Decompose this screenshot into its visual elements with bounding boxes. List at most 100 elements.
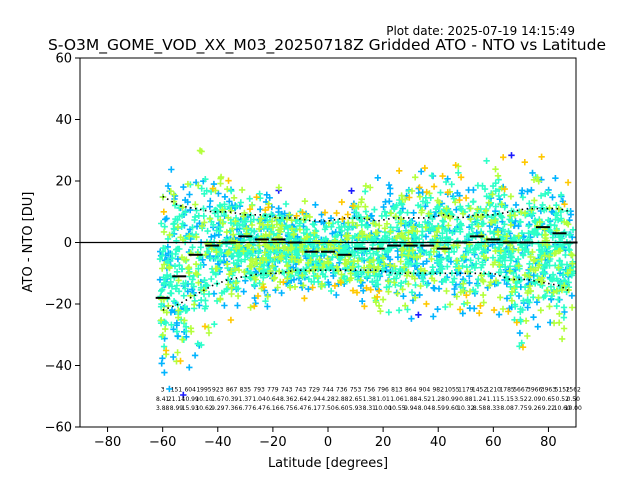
bin-count-label: 2.65 bbox=[349, 396, 363, 403]
bin-count-label: 8.08 bbox=[500, 405, 514, 412]
bin-count-label: 796 bbox=[377, 387, 389, 394]
bin-count-label: 3 bbox=[161, 387, 165, 394]
bin-count-label: 813 bbox=[391, 387, 403, 394]
bin-count-label: 8.59 bbox=[432, 405, 446, 412]
bin-count-label: 2.64 bbox=[294, 396, 308, 403]
bin-count-label: 7.75 bbox=[514, 405, 528, 412]
bin-count-label: 2.94 bbox=[308, 396, 322, 403]
bin-count-label: 9.22 bbox=[542, 405, 556, 412]
bin-count-label: 1.01 bbox=[376, 396, 390, 403]
bin-count-label: 923 bbox=[212, 387, 224, 394]
bin-count-label: 1785 bbox=[499, 387, 514, 394]
bin-count-label: 9.94 bbox=[404, 405, 418, 412]
bin-count-label: 0.99 bbox=[445, 396, 459, 403]
bin-count-label: 6.75 bbox=[280, 405, 294, 412]
bin-count-label: 0.88 bbox=[459, 396, 473, 403]
x-tick-label: 40 bbox=[430, 435, 447, 450]
bin-count-label: 9.26 bbox=[528, 405, 542, 412]
bin-count-label: 4.28 bbox=[321, 396, 335, 403]
y-axis-label: ATO - NTO [DU] bbox=[21, 192, 36, 293]
x-tick-label: −40 bbox=[204, 435, 231, 450]
bin-count-label: 1.37 bbox=[239, 396, 253, 403]
bin-count-label: 10.00 bbox=[375, 405, 392, 412]
bin-count-label: 1.88 bbox=[404, 396, 418, 403]
bin-count-label: 1.67 bbox=[211, 396, 225, 403]
bin-count-label: 10.10 bbox=[195, 396, 212, 403]
bin-count-label: 1562 bbox=[566, 387, 581, 394]
x-tick-label: −80 bbox=[94, 435, 121, 450]
bin-count-label: 0.65 bbox=[542, 396, 556, 403]
bin-count-label: 3.88 bbox=[156, 405, 170, 412]
bin-count-label: 151 bbox=[171, 387, 183, 394]
bin-count-label: 6.17 bbox=[308, 405, 322, 412]
bin-count-label: 10.60 bbox=[554, 405, 571, 412]
y-tick-label: 20 bbox=[55, 175, 72, 190]
x-tick-label: −20 bbox=[259, 435, 286, 450]
bin-count-label: 5.15 bbox=[500, 396, 514, 403]
bin-count-label: 10.99 bbox=[182, 396, 199, 403]
y-tick-label: 40 bbox=[55, 113, 72, 128]
bin-count-label: 835 bbox=[240, 387, 252, 394]
bin-count-label: 3.52 bbox=[514, 396, 528, 403]
bin-count-label: 7.36 bbox=[225, 405, 239, 412]
bin-count-label: 6.77 bbox=[239, 405, 253, 412]
plot-date-subtitle: Plot date: 2025-07-19 14:15:49 bbox=[386, 24, 575, 38]
bin-count-label: 0.39 bbox=[225, 396, 239, 403]
bin-count-label: 756 bbox=[364, 387, 376, 394]
bin-count-label: 15.93 bbox=[182, 405, 199, 412]
bin-count-label: 753 bbox=[350, 387, 362, 394]
bin-count-label: 0.50 bbox=[567, 396, 581, 403]
bin-count-label: 0.52 bbox=[556, 396, 570, 403]
x-tick-label: 0 bbox=[324, 435, 332, 450]
bin-count-label: 729 bbox=[308, 387, 320, 394]
bin-count-label: 8.31 bbox=[363, 405, 377, 412]
bin-count-label: 0.64 bbox=[266, 396, 280, 403]
bin-count-label: 1452 bbox=[472, 387, 487, 394]
bin-count-label: 9.29 bbox=[211, 405, 225, 412]
lower-dotted-line bbox=[162, 269, 571, 311]
y-tick-label: −20 bbox=[45, 298, 72, 313]
statistics-lines bbox=[80, 195, 578, 311]
chart-title: S-O3M_GOME_VOD_XX_M03_20250718Z Gridded … bbox=[48, 36, 606, 55]
bin-count-label: 10.00 bbox=[565, 405, 582, 412]
y-tick-label: 60 bbox=[55, 52, 72, 67]
bin-count-label: 8.04 bbox=[418, 405, 432, 412]
y-axis: −60 −40 −20 0 20 40 60 bbox=[45, 52, 80, 436]
bin-count-label: 6.47 bbox=[294, 405, 308, 412]
bin-count-label: 3966 bbox=[527, 387, 542, 394]
bin-count-label: 9.60 bbox=[445, 405, 459, 412]
bin-count-label: 1210 bbox=[486, 387, 501, 394]
bin-count-label: 10.32 bbox=[457, 405, 474, 412]
x-axis-label: Latitude [degrees] bbox=[268, 456, 388, 471]
upper-dotted-line bbox=[162, 195, 571, 222]
bin-count-label: 779 bbox=[267, 387, 279, 394]
bin-count-label: 982 bbox=[432, 387, 444, 394]
bin-count-label: 8.99 bbox=[170, 405, 184, 412]
y-tick-label: 0 bbox=[64, 236, 72, 251]
bin-count-label: 10.62 bbox=[195, 405, 212, 412]
bin-count-label: 3963 bbox=[541, 387, 556, 394]
bin-count-label: 1.04 bbox=[252, 396, 266, 403]
bin-count-label: 6.16 bbox=[266, 405, 280, 412]
bin-count-label: 4.52 bbox=[418, 396, 432, 403]
x-tick-label: 20 bbox=[375, 435, 392, 450]
bin-count-label: 1.11 bbox=[487, 396, 501, 403]
bin-count-label: 867 bbox=[226, 387, 238, 394]
bin-count-label: 7.50 bbox=[321, 405, 335, 412]
bin-count-label: 8.41 bbox=[156, 396, 170, 403]
bin-count-label: 1.24 bbox=[473, 396, 487, 403]
bin-count-label: 604 bbox=[184, 387, 196, 394]
bin-count-label: 21.14 bbox=[168, 396, 185, 403]
bin-count-label: 904 bbox=[419, 387, 431, 394]
bin-count-label: 10.55 bbox=[388, 405, 405, 412]
bin-count-label: 5.93 bbox=[349, 405, 363, 412]
bin-count-label: 736 bbox=[336, 387, 348, 394]
y-tick-label: −40 bbox=[45, 359, 72, 374]
bin-count-label: 864 bbox=[405, 387, 417, 394]
bin-count-label: 1179 bbox=[458, 387, 473, 394]
x-axis: −80 −60 −40 −20 0 20 40 60 80 bbox=[94, 427, 557, 450]
bin-count-label: 5667 bbox=[513, 387, 528, 394]
bin-count-labels: 3 151 604 1995 923 867 835 793 779 743 743 729 744 73… bbox=[156, 387, 582, 412]
bin-count-label: 744 bbox=[322, 387, 334, 394]
